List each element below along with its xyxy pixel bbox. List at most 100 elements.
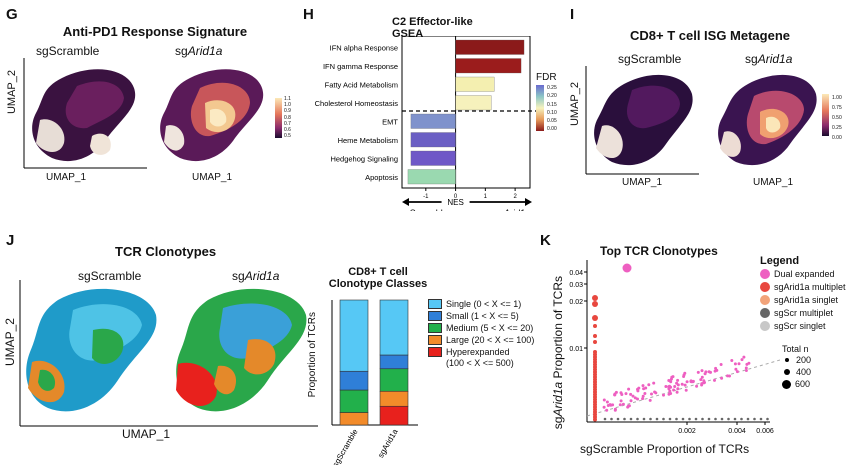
k-point-scr-multiplet xyxy=(688,417,691,421)
k-trend-line xyxy=(586,359,780,417)
panel-k-xlabel: sgScramble Proportion of TCRs xyxy=(580,442,750,456)
gsea-left-arrowhead xyxy=(402,198,409,206)
k-legend-dot xyxy=(760,268,770,279)
k-point-dual-expanded xyxy=(676,378,680,382)
clono-legend-item: Hyperexpanded xyxy=(428,346,534,358)
k-point-scr-multiplet xyxy=(603,417,607,421)
k-point-dual-expanded xyxy=(650,392,653,396)
k-point-dual-expanded xyxy=(683,383,687,387)
k-point-scr-multiplet xyxy=(649,417,652,421)
k-point-dual-expanded xyxy=(672,388,676,392)
clono-bar-segment xyxy=(379,299,409,356)
k-point-dual-expanded xyxy=(685,380,689,384)
k-point-scr-multiplet xyxy=(610,417,613,421)
clono-category-label: sgScramble xyxy=(331,427,360,465)
gsea-bar xyxy=(455,58,522,74)
gsea-category-label: Heme Metabolism xyxy=(338,136,398,145)
k-legend-item: sgScr multiplet xyxy=(760,306,846,319)
gsea-bar xyxy=(410,113,456,129)
k-y-tick-label: 0.01 xyxy=(569,346,583,353)
panel-i-sub-right: sgArid1a xyxy=(745,52,793,66)
k-point-dual-expanded xyxy=(629,399,633,403)
gsea-chart: IFN alpha Response IFN gamma Response Fatt… xyxy=(315,36,540,211)
k-point-dual-expanded xyxy=(605,408,609,412)
k-size-item: 200 xyxy=(782,354,846,366)
k-point-dual-expanded xyxy=(619,399,623,403)
k-point-dual-expanded xyxy=(642,387,646,391)
k-point-scr-multiplet xyxy=(616,417,620,421)
k-point-dual-expanded xyxy=(714,366,718,370)
panel-i-ylabel: UMAP_2 xyxy=(569,82,581,127)
k-point-dual-expanded xyxy=(622,263,632,273)
panel-j-title: TCR Clonotypes xyxy=(115,244,217,259)
k-point-dual-expanded xyxy=(691,380,695,384)
k-point-dual-expanded xyxy=(629,392,633,396)
k-point-dual-expanded xyxy=(695,384,699,388)
k-point-dual-expanded xyxy=(704,370,708,374)
k-point-dual-expanded xyxy=(684,388,688,392)
k-point-dual-expanded xyxy=(614,390,618,394)
panel-i-colorscale xyxy=(822,94,829,136)
k-point-scr-multiplet xyxy=(629,417,633,421)
gsea-frame xyxy=(401,36,531,189)
panel-k-ylabel: sgArid1a Proportion of TCRs xyxy=(551,276,565,430)
k-point-dual-expanded xyxy=(631,394,635,398)
k-point-scr-multiplet xyxy=(733,417,737,421)
panel-i-letter: I xyxy=(570,6,575,23)
clono-bar-segment xyxy=(339,389,369,413)
umap-i-arid1a xyxy=(718,74,817,166)
panel-k-legend: Legend Dual expanded sgArid1a multiplet … xyxy=(760,255,846,390)
panel-j-letter: J xyxy=(6,232,15,249)
k-legend-item: sgArid1a multiplet xyxy=(760,280,846,293)
k-point-dual-expanded xyxy=(643,392,647,395)
k-point-dual-expanded xyxy=(613,407,617,411)
k-point-dual-expanded xyxy=(653,390,657,394)
panel-g-xlabel-2: UMAP_1 xyxy=(192,172,233,183)
k-point-dual-expanded xyxy=(700,382,704,386)
clono-legend-item: Large (20 < X <= 100) xyxy=(428,334,534,346)
clono-bar-segment xyxy=(379,405,409,426)
k-point-dual-expanded xyxy=(703,381,706,384)
k-point-scr-multiplet xyxy=(759,417,763,421)
k-size-dot xyxy=(782,379,791,389)
k-x-tick-label: 0.002 xyxy=(678,428,696,435)
panel-g-colorscale xyxy=(275,98,282,138)
k-point-dual-expanded xyxy=(734,367,738,371)
k-point-scr-multiplet xyxy=(766,417,769,421)
gsea-right-label: sgArid1a xyxy=(494,208,530,211)
k-point-dual-expanded xyxy=(652,381,656,385)
k-point-dual-expanded xyxy=(713,369,717,373)
panel-j-xlabel: UMAP_1 xyxy=(122,427,171,441)
panel-g-scale-ticks: 1.1 1.0 0.9 0.8 0.7 0.6 0.5 xyxy=(284,96,291,140)
clono-legend-swatch xyxy=(428,299,442,309)
k-legend-dot xyxy=(760,307,770,318)
panel-i-sub-left: sgScramble xyxy=(618,52,682,66)
k-point-scr-multiplet xyxy=(720,417,724,421)
k-point-dual-expanded xyxy=(735,370,739,374)
k-legend-dot xyxy=(760,281,770,292)
k-size-dot xyxy=(784,369,790,375)
k-point-dual-expanded xyxy=(696,370,700,374)
k-point-dual-expanded xyxy=(742,355,746,359)
k-point-dual-expanded xyxy=(676,387,680,391)
top-clonotypes-scatter: 0.01 0.02 0.03 0.04 0.002 0.004 0.006 xyxy=(569,260,780,435)
k-point-scr-multiplet xyxy=(753,417,756,421)
k-point-dual-expanded xyxy=(602,405,606,409)
panel-h-title: C2 Effector-like GSEA xyxy=(392,16,473,40)
k-point-dual-expanded xyxy=(730,359,734,362)
k-point-arid1a-multiplet xyxy=(592,295,598,301)
panel-j-sub-right: sgArid1a xyxy=(232,269,280,283)
panel-i-xlabel-2: UMAP_1 xyxy=(753,177,794,188)
k-point-scr-multiplet xyxy=(701,417,704,421)
k-point-dual-expanded xyxy=(621,402,625,406)
gsea-category-label: Apoptosis xyxy=(365,173,398,182)
panel-j-ylabel: UMAP_2 xyxy=(3,318,17,367)
k-size-item: 600 xyxy=(782,378,846,390)
k-point-dual-expanded xyxy=(740,358,744,362)
k-point-scr-multiplet xyxy=(636,417,639,421)
gsea-category-label: Fatty Acid Metabolism xyxy=(325,80,398,89)
k-size-dot xyxy=(785,358,789,362)
k-point-dual-expanded xyxy=(613,393,617,397)
clono-legend-swatch xyxy=(428,335,442,345)
panel-h-letter: H xyxy=(303,6,314,23)
